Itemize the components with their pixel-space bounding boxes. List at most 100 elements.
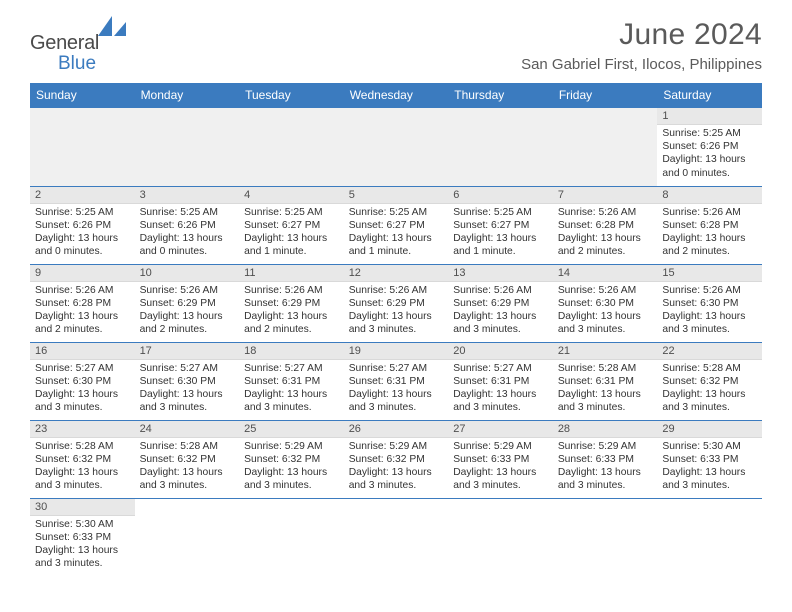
sunrise-line: Sunrise: 5:28 AM bbox=[558, 362, 653, 375]
day-number: 1 bbox=[657, 108, 762, 125]
header: General Blue June 2024 San Gabriel First… bbox=[30, 18, 762, 75]
sunrise-line: Sunrise: 5:26 AM bbox=[558, 206, 653, 219]
calendar-day-cell: 8Sunrise: 5:26 AMSunset: 6:28 PMDaylight… bbox=[657, 186, 762, 264]
sunrise-line: Sunrise: 5:27 AM bbox=[453, 362, 548, 375]
sunrise-line: Sunrise: 5:26 AM bbox=[349, 284, 444, 297]
day-number: 27 bbox=[448, 421, 553, 438]
day-details: Sunrise: 5:25 AMSunset: 6:26 PMDaylight:… bbox=[30, 204, 135, 263]
calendar-day-cell: 1Sunrise: 5:25 AMSunset: 6:26 PMDaylight… bbox=[657, 108, 762, 186]
sunset-line: Sunset: 6:33 PM bbox=[662, 453, 757, 466]
day-details: Sunrise: 5:27 AMSunset: 6:31 PMDaylight:… bbox=[239, 360, 344, 419]
day-number: 7 bbox=[553, 187, 658, 204]
day-number: 29 bbox=[657, 421, 762, 438]
daylight-line: Daylight: 13 hours and 3 minutes. bbox=[662, 388, 757, 414]
day-number: 21 bbox=[553, 343, 658, 360]
daylight-line: Daylight: 13 hours and 0 minutes. bbox=[35, 232, 130, 258]
day-details: Sunrise: 5:27 AMSunset: 6:30 PMDaylight:… bbox=[135, 360, 240, 419]
sunrise-line: Sunrise: 5:29 AM bbox=[244, 440, 339, 453]
calendar-day-cell: 10Sunrise: 5:26 AMSunset: 6:29 PMDayligh… bbox=[135, 264, 240, 342]
sunset-line: Sunset: 6:33 PM bbox=[453, 453, 548, 466]
sunrise-line: Sunrise: 5:25 AM bbox=[35, 206, 130, 219]
weekday-header-row: Sunday Monday Tuesday Wednesday Thursday… bbox=[30, 83, 762, 108]
calendar-grid: Sunday Monday Tuesday Wednesday Thursday… bbox=[30, 83, 762, 576]
calendar-day-cell: 19Sunrise: 5:27 AMSunset: 6:31 PMDayligh… bbox=[344, 342, 449, 420]
calendar-day-cell: 4Sunrise: 5:25 AMSunset: 6:27 PMDaylight… bbox=[239, 186, 344, 264]
daylight-line: Daylight: 13 hours and 3 minutes. bbox=[453, 466, 548, 492]
sunrise-line: Sunrise: 5:28 AM bbox=[35, 440, 130, 453]
day-details: Sunrise: 5:26 AMSunset: 6:30 PMDaylight:… bbox=[553, 282, 658, 341]
sunset-line: Sunset: 6:28 PM bbox=[35, 297, 130, 310]
day-number: 18 bbox=[239, 343, 344, 360]
sunset-line: Sunset: 6:32 PM bbox=[244, 453, 339, 466]
day-number: 13 bbox=[448, 265, 553, 282]
daylight-line: Daylight: 13 hours and 3 minutes. bbox=[35, 544, 130, 570]
month-title: June 2024 bbox=[521, 18, 762, 52]
day-number: 3 bbox=[135, 187, 240, 204]
location-text: San Gabriel First, Ilocos, Philippines bbox=[521, 56, 762, 73]
day-details: Sunrise: 5:26 AMSunset: 6:28 PMDaylight:… bbox=[553, 204, 658, 263]
daylight-line: Daylight: 13 hours and 2 minutes. bbox=[244, 310, 339, 336]
day-details: Sunrise: 5:28 AMSunset: 6:31 PMDaylight:… bbox=[553, 360, 658, 419]
weekday-header: Sunday bbox=[30, 83, 135, 108]
day-details: Sunrise: 5:28 AMSunset: 6:32 PMDaylight:… bbox=[30, 438, 135, 497]
day-details: Sunrise: 5:30 AMSunset: 6:33 PMDaylight:… bbox=[657, 438, 762, 497]
day-details: Sunrise: 5:25 AMSunset: 6:27 PMDaylight:… bbox=[448, 204, 553, 263]
calendar-day-cell: 30Sunrise: 5:30 AMSunset: 6:33 PMDayligh… bbox=[30, 498, 135, 576]
day-number: 11 bbox=[239, 265, 344, 282]
calendar-week-row: 1Sunrise: 5:25 AMSunset: 6:26 PMDaylight… bbox=[30, 108, 762, 186]
calendar-day-cell: 15Sunrise: 5:26 AMSunset: 6:30 PMDayligh… bbox=[657, 264, 762, 342]
sunset-line: Sunset: 6:27 PM bbox=[349, 219, 444, 232]
daylight-line: Daylight: 13 hours and 0 minutes. bbox=[140, 232, 235, 258]
sunset-line: Sunset: 6:28 PM bbox=[558, 219, 653, 232]
calendar-day-cell: 22Sunrise: 5:28 AMSunset: 6:32 PMDayligh… bbox=[657, 342, 762, 420]
calendar-trailing-cell bbox=[657, 498, 762, 576]
weekday-header: Friday bbox=[553, 83, 658, 108]
calendar-day-cell: 12Sunrise: 5:26 AMSunset: 6:29 PMDayligh… bbox=[344, 264, 449, 342]
sunrise-line: Sunrise: 5:26 AM bbox=[35, 284, 130, 297]
calendar-day-cell: 11Sunrise: 5:26 AMSunset: 6:29 PMDayligh… bbox=[239, 264, 344, 342]
day-details: Sunrise: 5:25 AMSunset: 6:27 PMDaylight:… bbox=[239, 204, 344, 263]
daylight-line: Daylight: 13 hours and 2 minutes. bbox=[662, 232, 757, 258]
calendar-day-cell: 28Sunrise: 5:29 AMSunset: 6:33 PMDayligh… bbox=[553, 420, 658, 498]
daylight-line: Daylight: 13 hours and 3 minutes. bbox=[349, 388, 444, 414]
day-details: Sunrise: 5:29 AMSunset: 6:33 PMDaylight:… bbox=[448, 438, 553, 497]
day-details: Sunrise: 5:26 AMSunset: 6:29 PMDaylight:… bbox=[448, 282, 553, 341]
weekday-header: Monday bbox=[135, 83, 240, 108]
day-number: 26 bbox=[344, 421, 449, 438]
sunrise-line: Sunrise: 5:28 AM bbox=[662, 362, 757, 375]
sunset-line: Sunset: 6:27 PM bbox=[453, 219, 548, 232]
logo-text-general: General bbox=[30, 32, 99, 55]
sunrise-line: Sunrise: 5:27 AM bbox=[140, 362, 235, 375]
sunrise-line: Sunrise: 5:25 AM bbox=[662, 127, 757, 140]
calendar-day-cell: 7Sunrise: 5:26 AMSunset: 6:28 PMDaylight… bbox=[553, 186, 658, 264]
daylight-line: Daylight: 13 hours and 3 minutes. bbox=[349, 310, 444, 336]
calendar-day-cell: 17Sunrise: 5:27 AMSunset: 6:30 PMDayligh… bbox=[135, 342, 240, 420]
daylight-line: Daylight: 13 hours and 3 minutes. bbox=[140, 388, 235, 414]
sunset-line: Sunset: 6:26 PM bbox=[662, 140, 757, 153]
calendar-day-cell: 13Sunrise: 5:26 AMSunset: 6:29 PMDayligh… bbox=[448, 264, 553, 342]
sunrise-line: Sunrise: 5:29 AM bbox=[453, 440, 548, 453]
sunrise-line: Sunrise: 5:25 AM bbox=[349, 206, 444, 219]
day-details: Sunrise: 5:26 AMSunset: 6:29 PMDaylight:… bbox=[135, 282, 240, 341]
day-number: 16 bbox=[30, 343, 135, 360]
day-details: Sunrise: 5:26 AMSunset: 6:29 PMDaylight:… bbox=[239, 282, 344, 341]
sunset-line: Sunset: 6:27 PM bbox=[244, 219, 339, 232]
logo: General Blue bbox=[30, 18, 99, 75]
calendar-empty-cell bbox=[553, 108, 658, 186]
sunset-line: Sunset: 6:26 PM bbox=[140, 219, 235, 232]
calendar-day-cell: 23Sunrise: 5:28 AMSunset: 6:32 PMDayligh… bbox=[30, 420, 135, 498]
sunset-line: Sunset: 6:31 PM bbox=[558, 375, 653, 388]
day-number: 10 bbox=[135, 265, 240, 282]
calendar-day-cell: 20Sunrise: 5:27 AMSunset: 6:31 PMDayligh… bbox=[448, 342, 553, 420]
day-details: Sunrise: 5:29 AMSunset: 6:32 PMDaylight:… bbox=[344, 438, 449, 497]
daylight-line: Daylight: 13 hours and 2 minutes. bbox=[558, 232, 653, 258]
day-details: Sunrise: 5:26 AMSunset: 6:30 PMDaylight:… bbox=[657, 282, 762, 341]
sunset-line: Sunset: 6:30 PM bbox=[140, 375, 235, 388]
daylight-line: Daylight: 13 hours and 3 minutes. bbox=[558, 466, 653, 492]
title-block: June 2024 San Gabriel First, Ilocos, Phi… bbox=[521, 18, 762, 73]
day-number: 8 bbox=[657, 187, 762, 204]
day-number: 25 bbox=[239, 421, 344, 438]
sunrise-line: Sunrise: 5:26 AM bbox=[558, 284, 653, 297]
day-details: Sunrise: 5:27 AMSunset: 6:31 PMDaylight:… bbox=[448, 360, 553, 419]
sunrise-line: Sunrise: 5:30 AM bbox=[662, 440, 757, 453]
